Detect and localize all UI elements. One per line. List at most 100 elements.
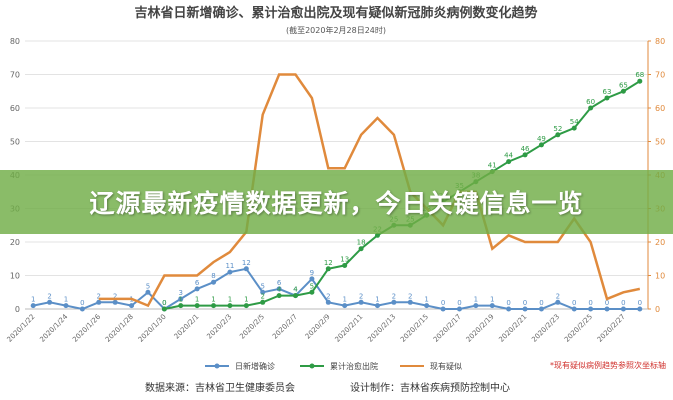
- y-tick-label: 0: [15, 305, 20, 314]
- data-point: [637, 78, 643, 84]
- data-label: 0: [572, 299, 576, 307]
- data-label: 2: [97, 292, 101, 300]
- data-point: [30, 303, 36, 309]
- data-label: 0: [638, 299, 642, 307]
- data-point: [47, 299, 53, 305]
- data-label: 3: [179, 289, 183, 297]
- data-point: [424, 303, 430, 309]
- y2-tick-label: 50: [655, 138, 665, 147]
- data-point: [112, 299, 118, 305]
- data-point: [473, 303, 479, 309]
- x-tick-label: 2020/2/11: [333, 313, 364, 344]
- data-point: [604, 95, 610, 101]
- x-tick-label: 2020/2/17: [432, 313, 463, 344]
- data-label: 65: [619, 81, 628, 89]
- y2-tick-label: 0: [655, 305, 660, 314]
- data-label: 0: [457, 299, 461, 307]
- data-label: 5: [310, 282, 314, 290]
- chart-title: 吉林省日新增确诊、累计治愈出院及现有疑似新冠肺炎病例数变化趋势: [134, 5, 537, 21]
- data-point: [309, 289, 315, 295]
- legend-marker: [309, 363, 315, 369]
- data-label: 2: [392, 292, 396, 300]
- data-label: 4: [293, 286, 298, 294]
- y2-tick-label: 70: [655, 71, 665, 80]
- data-label: 0: [162, 299, 166, 307]
- y-tick-label: 20: [10, 238, 20, 247]
- data-label: 1: [195, 296, 199, 304]
- data-point: [604, 306, 610, 312]
- data-point: [342, 303, 348, 309]
- x-tick-label: 2020/1/24: [38, 312, 69, 343]
- x-tick-label: 2020/2/7: [271, 313, 299, 341]
- data-point: [407, 299, 413, 305]
- data-point: [276, 286, 282, 292]
- data-label: 5: [260, 282, 264, 290]
- data-point: [260, 289, 266, 295]
- x-tick-label: 2020/2/21: [497, 313, 528, 344]
- data-label: 8: [211, 272, 215, 280]
- data-point: [538, 142, 544, 148]
- data-point: [309, 276, 315, 282]
- data-point: [374, 303, 380, 309]
- data-label: 13: [340, 255, 349, 263]
- data-label: 0: [539, 299, 543, 307]
- data-label: 0: [506, 299, 510, 307]
- x-tick-label: 2020/2/25: [563, 313, 594, 344]
- data-point: [243, 266, 249, 272]
- data-point: [227, 269, 233, 275]
- x-tick-label: 2020/2/3: [205, 313, 233, 341]
- data-point: [588, 306, 594, 312]
- y2-tick-label: 20: [655, 238, 665, 247]
- data-label: 68: [635, 71, 644, 79]
- data-point: [342, 262, 348, 268]
- data-label: 49: [537, 135, 546, 143]
- data-point: [522, 152, 528, 158]
- data-point: [555, 299, 561, 305]
- x-tick-label: 2020/1/22: [6, 313, 37, 344]
- data-point: [588, 105, 594, 111]
- data-label: 1: [375, 296, 379, 304]
- y-tick-label: 70: [10, 71, 20, 80]
- legend-label: 累计治愈出院: [330, 361, 378, 371]
- data-label: 1: [490, 296, 494, 304]
- data-label: 12: [242, 259, 251, 267]
- data-point: [620, 88, 626, 94]
- data-label: 1: [244, 296, 248, 304]
- data-point: [178, 296, 184, 302]
- data-label: 2: [326, 292, 330, 300]
- data-label: 52: [553, 125, 562, 133]
- data-label: 2: [113, 292, 117, 300]
- x-tick-label: 2020/1/26: [71, 312, 102, 343]
- annotation: *现有疑似病例趋势参照次坐标轴: [550, 360, 666, 370]
- banner: 辽源最新疫情数据更新，今日关键信息一览: [0, 170, 673, 234]
- data-label: 6: [195, 279, 200, 287]
- data-label: 63: [603, 88, 612, 96]
- y-tick-label: 10: [10, 272, 20, 281]
- data-label: 2: [359, 292, 363, 300]
- data-label: 1: [211, 296, 215, 304]
- data-point: [489, 303, 495, 309]
- data-label: 0: [605, 299, 609, 307]
- chart-subtitle: (截至2020年2月28日24时): [286, 25, 386, 35]
- data-label: 0: [441, 299, 445, 307]
- data-label: 0: [523, 299, 527, 307]
- data-label: 4: [277, 286, 282, 294]
- data-label: 44: [504, 152, 513, 160]
- data-label: 2: [408, 292, 412, 300]
- data-label: 18: [357, 239, 366, 247]
- x-tick-label: 2020/2/19: [465, 313, 496, 344]
- data-point: [325, 266, 331, 272]
- legend-label: 现有疑似: [430, 361, 462, 371]
- designer: 设计制作：吉林省疾病预防控制中心: [350, 381, 510, 394]
- data-point: [506, 306, 512, 312]
- data-point: [145, 289, 151, 295]
- data-label: 1: [342, 296, 346, 304]
- data-point: [63, 303, 69, 309]
- data-label: 11: [225, 262, 234, 270]
- data-point: [506, 159, 512, 165]
- data-label: 5: [146, 282, 150, 290]
- legend-marker: [214, 363, 220, 369]
- data-point: [194, 286, 200, 292]
- data-label: 2: [556, 292, 560, 300]
